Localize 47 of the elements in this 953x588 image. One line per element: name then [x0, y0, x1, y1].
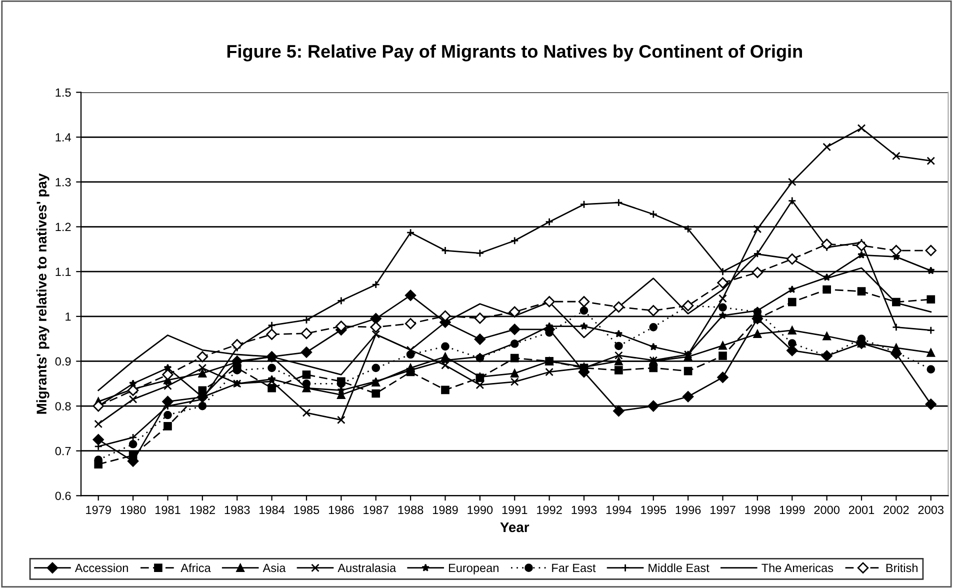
x-tick-label: 1988 — [398, 506, 424, 514]
x-tick-label: 1992 — [537, 506, 562, 514]
x-tick-label: 1985 — [294, 506, 320, 514]
legend-label: Australasia — [338, 563, 396, 572]
legend-label: The Americas — [762, 563, 834, 572]
y-tick-label: 1.4 — [56, 133, 71, 142]
x-tick-label: 1995 — [641, 506, 666, 514]
y-tick-label: 0.7 — [55, 446, 71, 456]
y-tick-label: 0.9 — [55, 357, 71, 366]
x-tick-label: 2000 — [814, 506, 840, 514]
y-tick-label: 0.8 — [55, 402, 71, 410]
x-tick-label: 1983 — [224, 506, 250, 514]
legend-label: Africa — [180, 563, 211, 572]
x-tick-label: 2003 — [918, 506, 944, 514]
legend-label: Asia — [262, 563, 286, 572]
chart-title: Figure 5: Relative Pay of Migrants to Natives by Continent of Origin — [227, 44, 802, 62]
x-tick-label: 1989 — [433, 506, 458, 514]
x-axis-title: Year — [500, 522, 530, 532]
x-tick-label: 1993 — [572, 506, 597, 514]
x-tick-label: 1991 — [502, 506, 528, 514]
legend-label: Middle East — [648, 563, 710, 572]
legend-label: European — [448, 564, 498, 574]
x-tick-label: 1999 — [780, 506, 805, 514]
x-tick-label: 1990 — [468, 506, 493, 514]
x-tick-label: 1980 — [120, 506, 146, 514]
y-tick-label: 1.5 — [56, 88, 71, 97]
y-tick-label: 0.6 — [55, 492, 71, 500]
y-axis-title: Migrants' pay relative to natives' pay — [36, 173, 50, 414]
legend-label: British — [886, 563, 918, 572]
y-tick-label: 1.2 — [56, 222, 71, 232]
x-tick-label: 1979 — [86, 506, 111, 514]
x-tick-label: 1986 — [328, 506, 354, 514]
x-tick-label: 1981 — [156, 506, 180, 514]
x-tick-label: 1996 — [676, 506, 701, 514]
x-tick-label: 1982 — [190, 506, 215, 514]
x-tick-label: 2002 — [884, 506, 909, 514]
x-tick-label: 1994 — [606, 506, 632, 514]
y-tick-label: 1.3 — [56, 178, 71, 186]
x-tick-label: 1997 — [710, 506, 736, 514]
x-tick-label: 1998 — [745, 506, 770, 514]
y-tick-label: 1.1 — [56, 268, 71, 276]
y-tick-label: 1 — [66, 312, 71, 321]
x-tick-label: 1984 — [260, 506, 285, 514]
x-tick-label: 1987 — [364, 506, 388, 514]
legend-label: Far East — [552, 564, 596, 572]
x-tick-label: 2001 — [848, 506, 874, 514]
legend-label: Accession — [74, 563, 128, 572]
